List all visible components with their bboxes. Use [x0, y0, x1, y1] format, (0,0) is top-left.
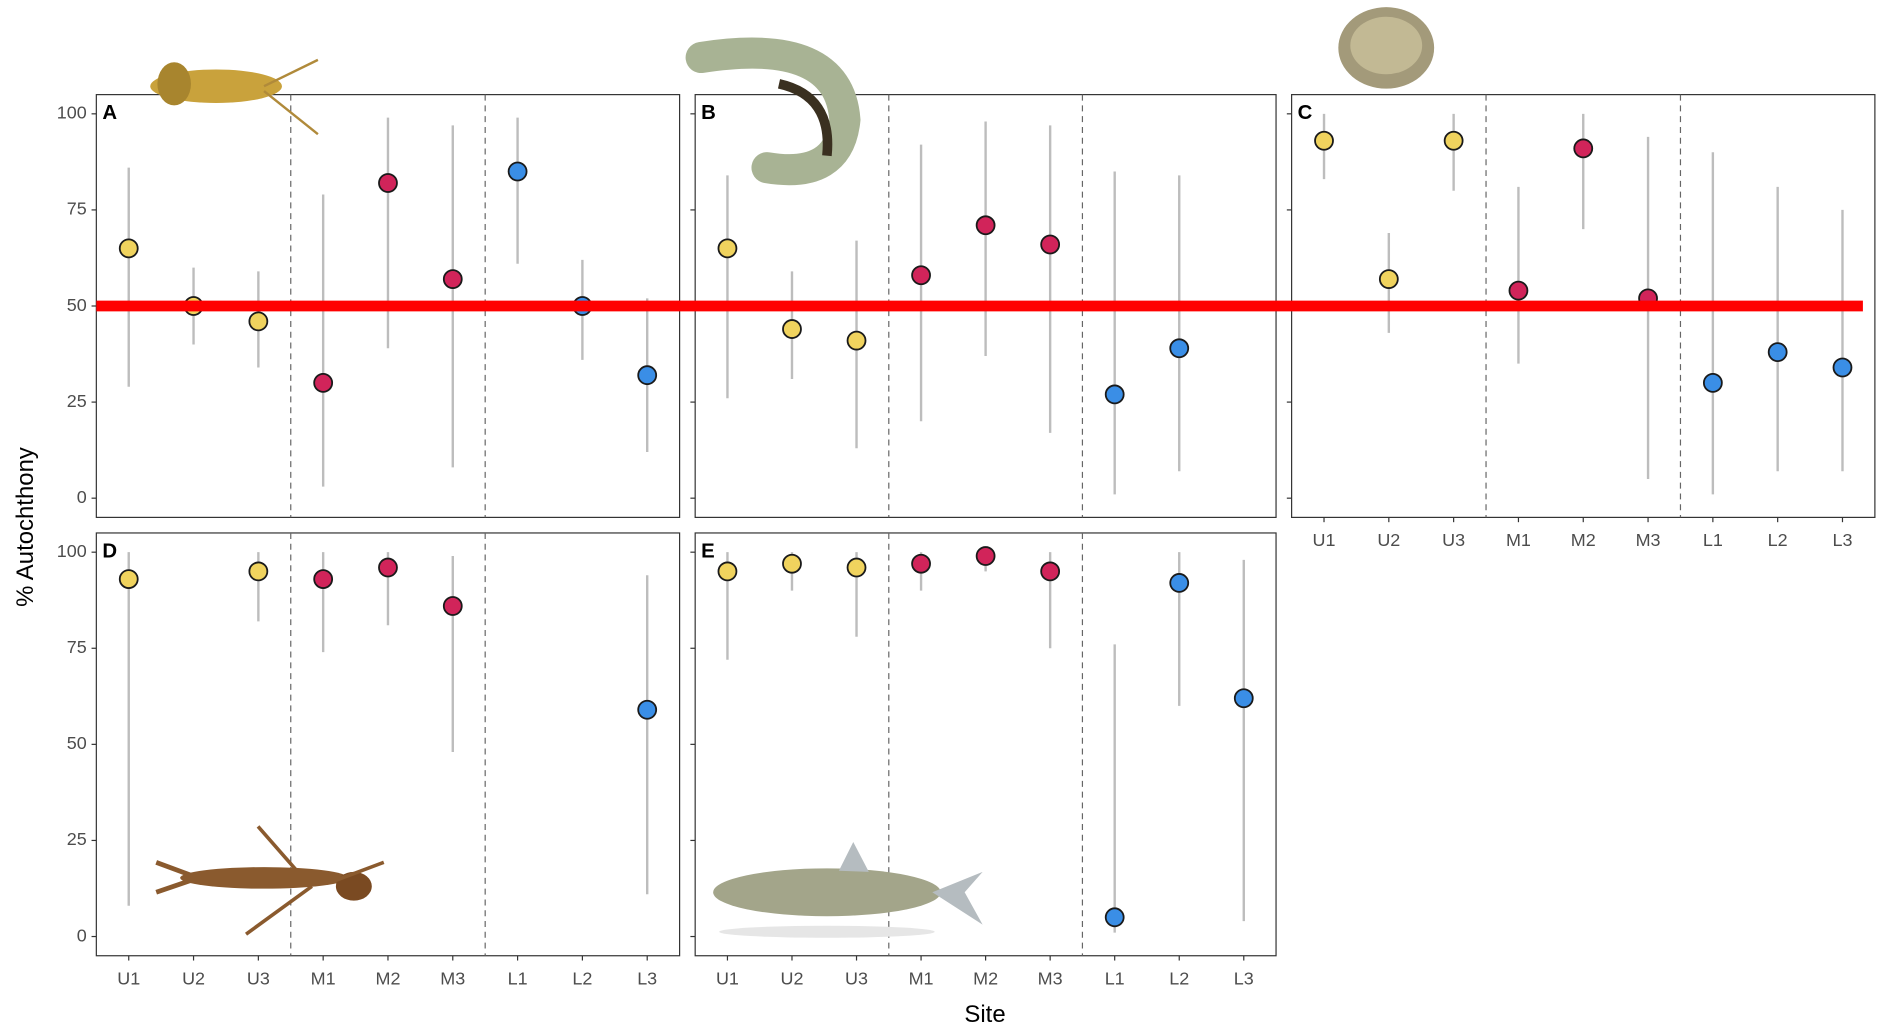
point: [442, 269, 463, 289]
minnow-icon: [713, 841, 983, 938]
point: [1573, 138, 1594, 159]
point: [975, 546, 996, 566]
dragonfly-nymph-icon: [155, 825, 385, 936]
x-tick-label: L2: [1768, 530, 1788, 550]
point: [1378, 269, 1399, 289]
x-tick-label: M3: [1038, 968, 1063, 988]
y-tick-label: 75: [67, 637, 87, 657]
x-tick-label: M3: [1636, 530, 1661, 550]
y-tick-label: 75: [67, 199, 87, 219]
y-tick-label: 100: [57, 541, 87, 561]
x-tick-label: U2: [1377, 530, 1400, 550]
caddisfly-icon: [685, 37, 861, 186]
point: [1104, 907, 1125, 928]
x-axis-title: Site: [964, 1001, 1005, 1028]
point: [1314, 130, 1334, 151]
point: [1767, 342, 1788, 363]
y-tick-label: 25: [67, 391, 87, 411]
point: [637, 699, 658, 720]
point: [1040, 561, 1061, 582]
panel-tag: B: [701, 102, 716, 124]
x-tick-label: L1: [1105, 968, 1125, 988]
mayfly-icon: [150, 58, 319, 136]
x-tick-label: M1: [311, 968, 336, 988]
point: [717, 561, 738, 582]
panel-tag: C: [1298, 102, 1313, 124]
x-tick-label: U3: [845, 968, 868, 988]
point: [118, 238, 139, 259]
y-tick-label: 0: [77, 487, 87, 507]
x-tick-label: U2: [182, 968, 205, 988]
point: [378, 173, 398, 193]
point: [378, 557, 398, 578]
y-tick-label: 50: [67, 733, 87, 753]
x-tick-label: M2: [1571, 530, 1596, 550]
point: [442, 596, 463, 616]
x-tick-label: U1: [1313, 530, 1336, 550]
x-tick-label: U1: [716, 968, 739, 988]
point: [717, 238, 738, 259]
point: [975, 215, 996, 236]
clam-icon: [1338, 7, 1435, 89]
point: [1832, 357, 1853, 378]
x-tick-label: L1: [1703, 530, 1723, 550]
x-tick-label: M2: [973, 968, 998, 988]
y-tick-label: 25: [67, 829, 87, 849]
panel-tag: A: [102, 102, 117, 124]
x-tick-label: U3: [247, 968, 270, 988]
panel: E U1 U2 U3 M1 M2 M3 L1 L2 L3: [690, 532, 1277, 988]
point: [1233, 688, 1254, 709]
point: [911, 553, 931, 574]
point: [1443, 130, 1464, 151]
point: [313, 569, 334, 589]
point: [1508, 280, 1529, 301]
x-tick-label: M1: [909, 968, 934, 988]
x-tick-label: M3: [440, 968, 465, 988]
y-axis-title: % Autochthony: [12, 447, 39, 607]
point: [846, 330, 867, 351]
point: [313, 372, 334, 393]
y-tick-label: 0: [77, 925, 87, 945]
point: [118, 569, 139, 589]
panel: C U1 U2 U3 M1 M2 M3 L1 L2 L3: [1286, 94, 1876, 550]
point: [507, 161, 528, 182]
point: [911, 265, 931, 286]
panel-tag: E: [701, 541, 715, 563]
x-tick-label: L3: [637, 968, 657, 988]
point: [248, 561, 269, 582]
y-tick-label: 100: [57, 103, 87, 123]
x-tick-label: U2: [781, 968, 804, 988]
x-tick-label: L3: [1234, 968, 1254, 988]
point: [846, 557, 867, 578]
point: [782, 553, 802, 574]
x-tick-label: U1: [117, 968, 140, 988]
panel: 0 25 50 75 100 D U1 U2 U3 M1 M2 M3 L1 L2 L3: [57, 532, 681, 988]
point: [637, 365, 658, 386]
x-tick-label: L2: [1169, 968, 1189, 988]
point: [782, 319, 802, 339]
point: [1040, 234, 1061, 255]
x-tick-label: L1: [508, 968, 528, 988]
point: [1104, 384, 1125, 405]
point: [1169, 573, 1190, 593]
x-tick-label: L3: [1832, 530, 1852, 550]
organism-icons: [150, 7, 1435, 938]
x-tick-label: U3: [1442, 530, 1465, 550]
panel-tag: D: [102, 541, 117, 563]
point: [248, 311, 269, 332]
x-tick-label: L2: [572, 968, 592, 988]
y-tick-label: 50: [67, 295, 87, 315]
point: [1702, 372, 1723, 393]
x-tick-label: M1: [1506, 530, 1531, 550]
point: [1169, 338, 1190, 359]
x-tick-label: M2: [375, 968, 400, 988]
